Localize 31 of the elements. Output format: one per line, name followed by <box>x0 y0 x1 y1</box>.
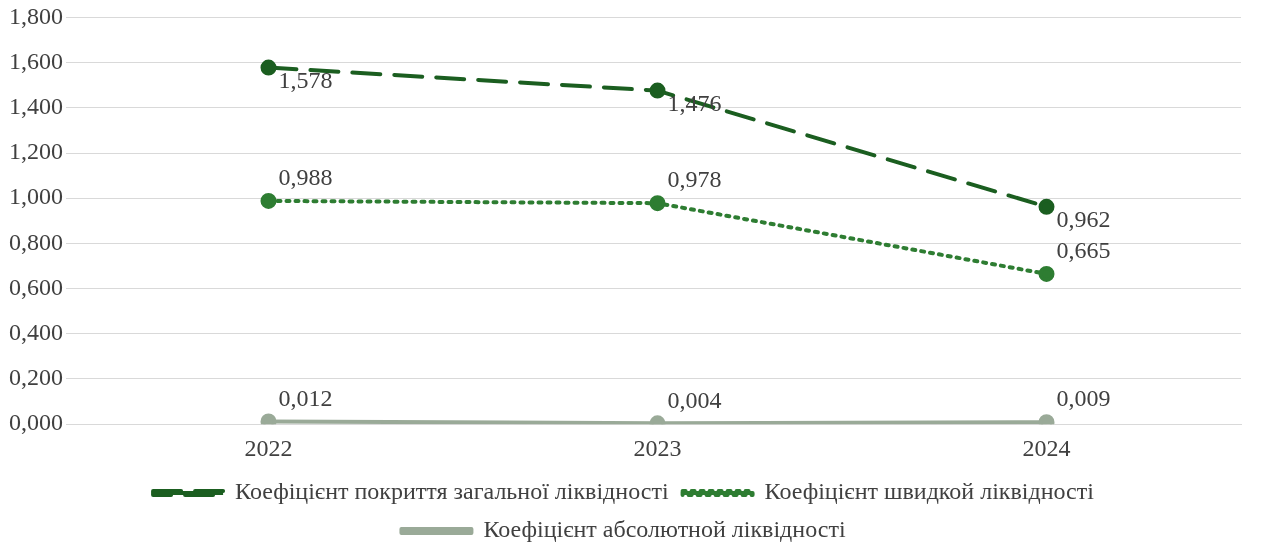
x-tick-label: 2022 <box>244 434 293 461</box>
y-tick-label: 1,400 <box>9 93 63 120</box>
legend-label: Коефіцієнт покриття загальної ліквідності <box>235 478 669 505</box>
data-label: 0,009 <box>1056 385 1111 412</box>
data-label: 0,665 <box>1056 237 1111 264</box>
data-label: 0,978 <box>667 166 722 193</box>
data-label: 0,004 <box>667 386 722 413</box>
data-label: 0,012 <box>278 384 333 411</box>
data-label: 1,578 <box>278 66 333 93</box>
y-tick-label: 1,000 <box>9 183 63 210</box>
point <box>1038 265 1055 282</box>
x-tick-label: 2023 <box>633 434 682 461</box>
legend-label: Коефіцієнт швидкой ліквідності <box>764 478 1095 505</box>
y-tick-label: 1,200 <box>9 138 63 165</box>
data-label: 0,962 <box>1056 206 1111 233</box>
y-tick-label: 0,200 <box>9 364 63 391</box>
y-tick-label: 0,600 <box>9 273 63 300</box>
point <box>260 59 277 76</box>
y-tick-label: 1,600 <box>9 47 63 74</box>
x-tick-label: 2024 <box>1022 434 1071 461</box>
y-tick-label: 0,800 <box>9 228 63 255</box>
point <box>649 82 666 99</box>
data-label: 0,988 <box>278 164 333 191</box>
y-tick-label: 0,000 <box>9 409 63 436</box>
point <box>1038 198 1055 215</box>
point <box>260 413 277 425</box>
point <box>260 192 277 209</box>
y-tick-label: 0,400 <box>9 319 63 346</box>
y-tick-label: 1,800 <box>9 2 63 29</box>
legend-label: Коефіцієнт абсолютной ліквідності <box>483 516 846 543</box>
point <box>649 195 666 212</box>
